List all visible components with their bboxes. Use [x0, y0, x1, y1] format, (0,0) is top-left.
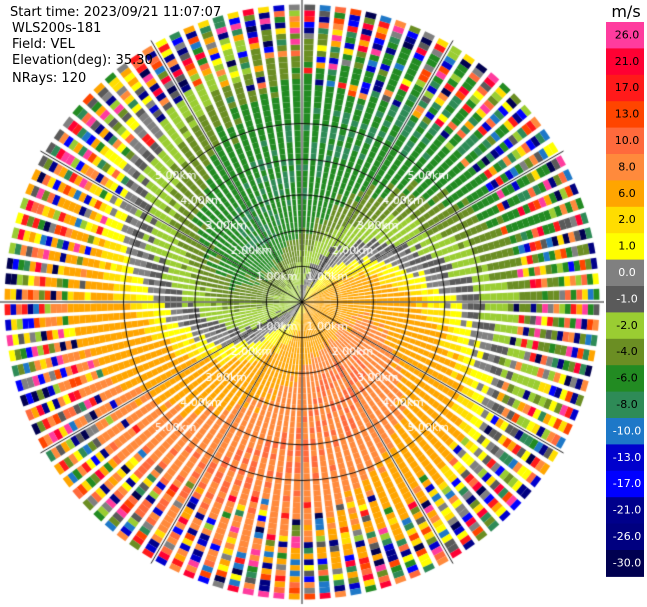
- colorbar-band: [606, 312, 644, 340]
- colorbar-tick-label: 21.0: [615, 55, 640, 68]
- colorbar-tick-label: -13.0: [613, 451, 641, 464]
- colorbar-band: [606, 22, 644, 49]
- colorbar-band: [606, 444, 644, 472]
- colorbar-band: [606, 259, 644, 287]
- colorbar-band: [606, 233, 644, 261]
- colorbar-band: [606, 48, 644, 76]
- colorbar-tick-label: -1.0: [616, 292, 637, 305]
- colorbar-tick-label: 17.0: [615, 81, 640, 94]
- instrument-label: WLS200s-181: [12, 21, 102, 36]
- colorbar-tick-label: -30.0: [613, 556, 641, 569]
- colorbar-tick-label: -21.0: [613, 504, 641, 517]
- colorbar-unit-label: m/s: [611, 2, 640, 21]
- colorbar-band: [606, 338, 644, 366]
- colorbar-tick-label: -2.0: [616, 319, 637, 332]
- colorbar-tick-label: -10.0: [613, 424, 641, 437]
- colorbar-tick-label: -8.0: [616, 398, 637, 411]
- colorbar-tick-label: 0.0: [618, 266, 636, 279]
- colorbar-band: [606, 470, 644, 498]
- colorbar-tick-label: 2.0: [618, 213, 636, 226]
- start-time-label: Start time: 2023/09/21 11:07:07: [10, 5, 222, 20]
- colorbar-tick-label: -26.0: [613, 530, 641, 543]
- colorbar-band: [606, 74, 644, 102]
- colorbar-band: [606, 497, 644, 525]
- colorbar-tick-label: -4.0: [616, 345, 637, 358]
- colorbar-band: [606, 418, 644, 445]
- colorbar-tick-label: 13.0: [615, 108, 640, 121]
- colorbar-band: [606, 206, 644, 234]
- elevation-label: Elevation(deg): 35.30: [12, 53, 153, 68]
- colorbar-band: [606, 550, 644, 577]
- colorbar-band: [606, 365, 644, 393]
- colorbar-tick-label: 1.0: [618, 240, 636, 253]
- field-label: Field: VEL: [12, 37, 75, 52]
- colorbar-band: [606, 154, 644, 181]
- nrays-label: NRays: 120: [12, 71, 87, 86]
- colorbar-band: [606, 180, 644, 208]
- colorbar-band: [606, 127, 644, 155]
- colorbar-tick-label: -17.0: [613, 477, 641, 490]
- colorbar-tick-label: 26.0: [615, 28, 640, 41]
- radar-ppi-plot: [0, 0, 604, 607]
- colorbar-band: [606, 101, 644, 129]
- colorbar-band: [606, 286, 644, 313]
- colorbar: m/s 26.0 21.0 17.0 13.0 10.0 8.0 6.0 2.0 1.0 0.0 -1…: [606, 2, 644, 577]
- colorbar-tick-label: 10.0: [615, 134, 640, 147]
- colorbar-band: [606, 523, 644, 551]
- colorbar-tick-label: 8.0: [618, 160, 636, 173]
- colorbar-tick-label: -6.0: [616, 372, 637, 385]
- colorbar-tick-label: 6.0: [618, 187, 636, 200]
- colorbar-band: [606, 391, 644, 419]
